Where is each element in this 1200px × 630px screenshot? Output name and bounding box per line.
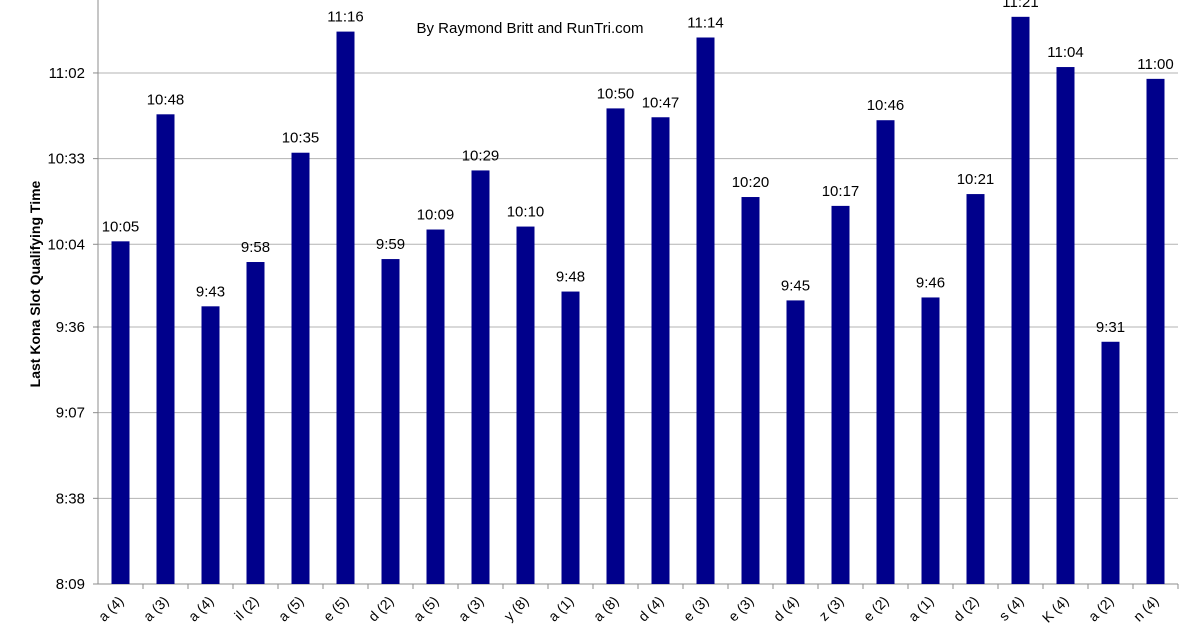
y-axis-label: Last Kona Slot Qualifying Time [27, 180, 43, 387]
x-category-label: a (1) [545, 593, 577, 625]
x-category-label: a (1) [905, 593, 937, 625]
bar [921, 297, 940, 584]
data-label: 10:29 [462, 147, 500, 164]
bar [516, 226, 535, 584]
x-category-label: a (4) [95, 593, 127, 625]
x-category-label: a (2) [1085, 593, 1117, 625]
data-label: 9:45 [781, 277, 810, 294]
data-label: 10:50 [597, 85, 635, 102]
x-category-label: e (5) [320, 593, 352, 625]
x-category-label: a (5) [410, 593, 442, 625]
data-label: 9:46 [916, 274, 945, 291]
data-label: 11:00 [1137, 56, 1173, 73]
y-tick-label: 10:04 [47, 236, 85, 253]
data-label: 10:46 [867, 97, 905, 114]
bar [471, 170, 490, 585]
grid-lines [98, 72, 1178, 499]
y-tick-label: 11:02 [49, 65, 85, 82]
data-label: 10:09 [417, 207, 455, 224]
data-label: 9:31 [1096, 319, 1125, 336]
y-tick-label: 9:36 [56, 319, 85, 336]
x-category-label: a (5) [275, 593, 307, 625]
data-label: 10:17 [822, 183, 860, 200]
bar [876, 120, 895, 585]
axes [93, 0, 1179, 589]
x-category-label: d (4) [635, 593, 667, 625]
x-category-label: a (8) [590, 593, 622, 625]
y-tick-label: 8:38 [56, 490, 85, 507]
x-category-label: a (3) [140, 593, 172, 625]
x-category-label: z (3) [816, 593, 847, 624]
bar [1011, 16, 1030, 585]
bar [606, 108, 625, 585]
bar [741, 197, 760, 584]
bar [561, 291, 580, 584]
bar [156, 114, 175, 584]
bar [651, 117, 670, 584]
data-label: 10:21 [957, 171, 995, 188]
bar [696, 37, 715, 585]
bars [111, 16, 1165, 585]
x-category-label: y (8) [501, 593, 532, 624]
bar [336, 31, 355, 584]
x-category-label: n (4) [1130, 593, 1162, 625]
bar [201, 306, 220, 584]
x-category-label: d (2) [950, 593, 982, 625]
y-tick-labels: 8:09 8:38 9:07 9:36 10:04 10:33 11:02 [47, 65, 85, 593]
x-category-label: a (3) [455, 593, 487, 625]
bar [246, 262, 265, 584]
bar [786, 300, 805, 584]
data-label: 10:48 [147, 91, 185, 108]
data-label: 10:20 [732, 174, 770, 191]
data-label: 11:21 [1002, 0, 1038, 11]
x-category-label: il (2) [231, 593, 262, 624]
x-category-label: K (4) [1039, 593, 1072, 626]
y-tick-label: 8:09 [56, 576, 85, 593]
bar [426, 229, 445, 584]
x-category-label: d (2) [365, 593, 397, 625]
data-labels: 10:05 10:48 9:43 9:58 10:35 11:16 9:59 10:09 10:… [102, 0, 1174, 336]
bar [831, 205, 850, 584]
bar [291, 152, 310, 584]
x-category-label: d (4) [770, 593, 802, 625]
x-category-labels: a (4) a (3) a (4) il (2) a (5) e (5) d (2) a (5… [95, 593, 1162, 626]
bar [111, 241, 130, 585]
data-label: 9:48 [556, 269, 585, 286]
x-category-label: a (4) [185, 593, 217, 625]
data-label: 11:04 [1047, 44, 1083, 61]
bar [1056, 67, 1075, 585]
data-label: 10:35 [282, 130, 320, 147]
y-tick-label: 9:07 [56, 405, 85, 422]
bar [1146, 78, 1165, 585]
x-category-label: e (3) [725, 593, 757, 625]
data-label: 10:47 [642, 94, 680, 111]
data-label: 9:59 [376, 236, 405, 253]
x-category-label: e (3) [680, 593, 712, 625]
data-label: 10:10 [507, 204, 545, 221]
data-label: 9:43 [196, 283, 225, 300]
bar [381, 259, 400, 584]
chart-subtitle: By Raymond Britt and RunTri.com [416, 20, 643, 37]
data-label: 11:14 [687, 15, 723, 32]
data-label: 10:05 [102, 218, 140, 235]
bar [966, 194, 985, 584]
y-tick-label: 10:33 [47, 151, 85, 168]
data-label: 9:58 [241, 239, 270, 256]
bar [1101, 341, 1120, 584]
x-category-label: e (2) [860, 593, 892, 625]
x-category-label: s (4) [996, 593, 1027, 624]
data-label: 11:16 [327, 9, 363, 26]
